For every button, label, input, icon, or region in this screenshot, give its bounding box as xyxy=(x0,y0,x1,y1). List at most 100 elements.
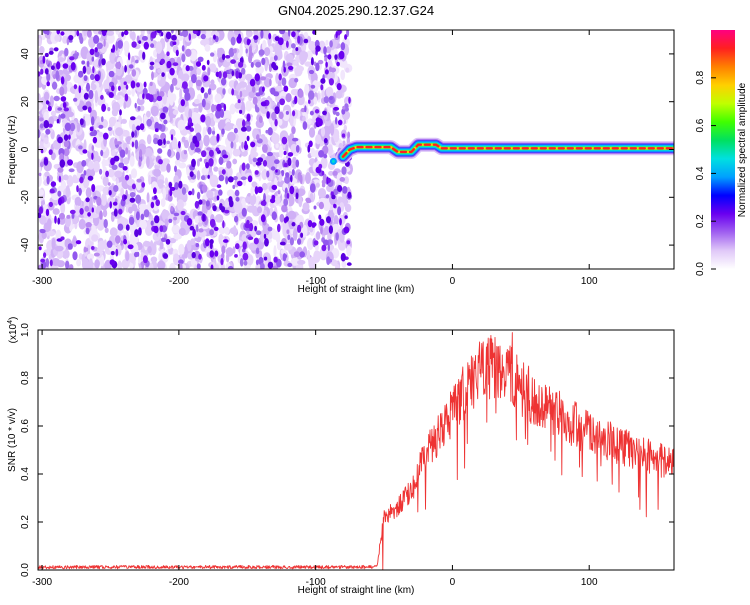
spectrogram-noise-blob xyxy=(242,119,246,128)
spectrogram-noise-blob xyxy=(90,213,99,219)
spectrogram-noise-blob xyxy=(341,133,346,138)
spectrogram-noise-blob xyxy=(45,208,50,217)
spectrogram-noise-blob xyxy=(136,125,141,131)
spectrogram-noise-blob xyxy=(268,33,272,40)
spectrogram-noise-blob xyxy=(234,254,238,258)
colorbar-tick-label: 0.6 xyxy=(695,118,706,132)
spectrogram-noise-blob xyxy=(123,157,130,165)
spectrogram-noise-blob xyxy=(239,258,244,267)
spectrogram-noise-blob xyxy=(216,195,220,201)
spectrogram-noise-blob xyxy=(267,261,274,269)
spectrogram-noise-blob xyxy=(178,227,186,236)
spectrogram-noise-blob xyxy=(49,95,54,108)
spectrogram-noise-blob xyxy=(91,234,99,242)
spectrogram-noise-blob xyxy=(238,134,247,145)
spectrogram-noise-blob xyxy=(110,157,115,166)
spectrogram-noise-blob xyxy=(94,259,100,269)
spectrogram-noise-blob xyxy=(64,122,71,132)
spectrogram-noise-blob xyxy=(273,256,278,263)
spectrogram-noise-blob xyxy=(272,265,279,269)
spectrogram-noise-blob xyxy=(263,233,267,239)
spectrogram-noise-blob xyxy=(138,49,143,59)
spectrogram-noise-blob xyxy=(294,66,303,77)
spectrogram-noise-blob xyxy=(139,149,143,158)
spectrogram-noise-blob xyxy=(154,128,159,133)
snr-series xyxy=(38,332,674,570)
snr-x-axis-label: Height of straight line (km) xyxy=(298,585,415,596)
spectrogram-noise-blob xyxy=(223,103,227,112)
spectrogram-noise-blob xyxy=(179,88,183,100)
snr-x-tick-label: -300 xyxy=(32,577,52,588)
spectrogram-noise-blob xyxy=(153,241,157,248)
spectrogram-noise-blob xyxy=(308,127,316,138)
spectrogram-noise-blob xyxy=(164,177,169,186)
spectrogram-noise-blob xyxy=(121,31,124,37)
colorbar-tick-label: 0.2 xyxy=(695,214,706,228)
spectrogram-noise-blob xyxy=(230,36,236,46)
spectrogram-y-tick-label: -20 xyxy=(20,190,31,205)
spectrogram-noise-blob xyxy=(220,77,227,86)
spectrogram-noise-blob xyxy=(57,107,63,111)
spectrogram-noise-blob xyxy=(343,226,350,234)
spectrogram-noise-blob xyxy=(132,119,142,128)
spectrogram-noise-blob xyxy=(154,215,160,224)
spectrogram-noise-blob xyxy=(233,201,243,214)
spectrogram-noise-blob xyxy=(201,184,208,193)
spectrogram-noise-blob xyxy=(251,86,256,93)
spectrogram-signal-peak xyxy=(341,143,674,158)
spectrogram-noise-blob xyxy=(240,176,247,181)
spectrogram-noise-blob xyxy=(112,101,121,113)
spectrogram-noise-blob xyxy=(261,86,265,92)
spectrogram-noise-blob xyxy=(45,128,51,135)
spectrogram-noise-blob xyxy=(44,52,49,58)
spectrogram-noise-blob xyxy=(238,72,243,79)
spectrogram-noise-blob xyxy=(286,229,290,234)
spectrogram-noise-blob xyxy=(315,134,322,145)
spectrogram-noise-blob xyxy=(63,30,71,37)
spectrogram-noise-blob xyxy=(178,32,185,37)
spectrogram-noise-blob xyxy=(59,86,65,96)
spectrogram-noise-blob xyxy=(128,64,134,69)
spectrogram-noise-blob xyxy=(108,92,114,98)
spectrogram-noise-blob xyxy=(198,253,202,260)
spectrogram-noise-blob xyxy=(101,159,111,166)
spectrogram-noise-blob xyxy=(104,227,109,233)
spectrogram-noise-blob xyxy=(328,225,333,234)
spectrogram-noise-blob xyxy=(310,72,318,83)
spectrogram-noise-blob xyxy=(283,150,287,156)
spectrogram-noise-blob xyxy=(157,260,166,269)
spectrogram-noise-blob xyxy=(196,158,200,167)
spectrogram-noise-blob xyxy=(240,89,249,97)
spectrogram-noise-blob xyxy=(228,47,235,57)
spectrogram-noise-blob xyxy=(233,48,237,54)
spectrogram-noise-blob xyxy=(162,106,169,113)
spectrogram-noise-blob xyxy=(113,185,119,192)
snr-y-tick-label: 0.8 xyxy=(20,371,31,385)
spectrogram-noise-blob xyxy=(284,175,291,184)
spectrogram-noise-blob xyxy=(331,71,335,80)
spectrogram-noise-blob xyxy=(241,126,247,132)
spectrogram-noise-blob xyxy=(231,70,235,77)
spectrogram-noise-blob xyxy=(94,74,100,82)
spectrogram-noise-blob xyxy=(75,240,82,245)
spectrogram-noise-blob xyxy=(242,241,247,250)
spectrogram-noise-blob xyxy=(295,159,300,168)
spectrogram-noise-blob xyxy=(319,247,328,261)
spectrogram-noise-blob xyxy=(63,148,70,157)
spectrogram-noise-blob xyxy=(237,99,241,104)
spectrogram-noise-blob xyxy=(138,40,142,44)
spectrogram-noise-blob xyxy=(84,247,89,252)
spectrogram-noise-blob xyxy=(267,151,273,157)
spectrogram-noise-blob xyxy=(85,227,90,235)
spectrogram-noise-blob xyxy=(298,196,303,208)
spectrogram-noise-blob xyxy=(136,178,142,183)
snr-y-multiplier: (x104) xyxy=(7,317,19,344)
spectrogram-noise-blob xyxy=(221,245,226,255)
spectrogram-noise-blob xyxy=(212,205,217,212)
spectrogram-noise-blob xyxy=(188,79,193,89)
spectrogram-noise-blob xyxy=(338,50,345,60)
spectrogram-noise-blob xyxy=(246,113,251,122)
spectrogram-noise-blob xyxy=(103,132,109,140)
colorbar: 0.0 0.2 0.4 0.6 0.8 Normalized spectral ampl… xyxy=(695,30,748,276)
